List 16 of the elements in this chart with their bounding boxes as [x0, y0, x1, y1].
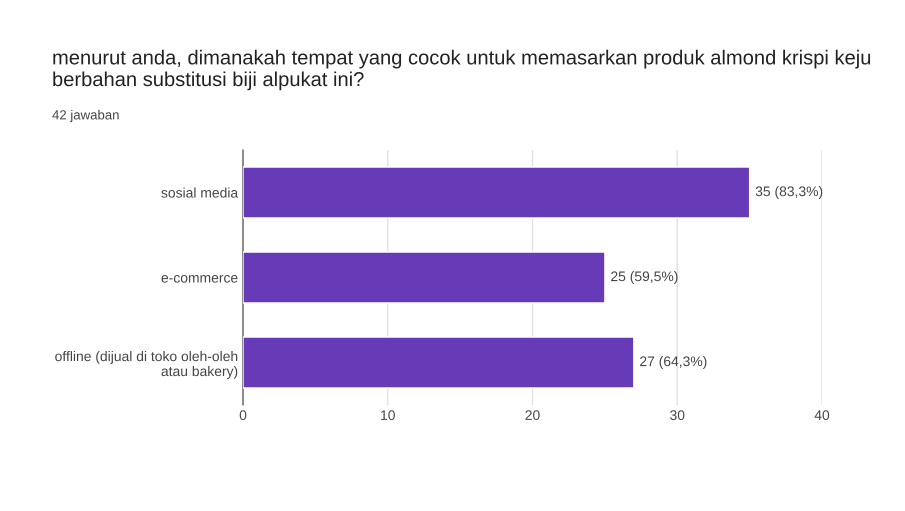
data-label: 25 (59,5%) [611, 271, 678, 284]
data-label: 27 (64,3%) [640, 356, 706, 369]
text: 42 jawaban [52, 110, 119, 122]
y-tick-label: e-commerce [162, 275, 238, 283]
bar [243, 336, 635, 389]
y-tick-label: offline (dijual di toko oleh-oleh atau bakery) [55, 350, 238, 379]
bar [243, 251, 606, 304]
x-tick-label: 10 [381, 410, 395, 420]
x-tick-label: 30 [670, 410, 684, 420]
x-tick-label: 40 [814, 410, 830, 420]
y-tick-label: sosial media [161, 187, 238, 198]
x-tick-label: 20 [525, 410, 540, 420]
x-tick-label: 0 [240, 410, 246, 420]
chart-title: menurut anda, dimanakah tempat yang cocok untuk memasarkan produk almond krispi keju berbahan substitusi biji alpukat ini? [53, 50, 870, 90]
data-label: 35 (83,3%) [756, 186, 822, 199]
bar [243, 166, 750, 219]
